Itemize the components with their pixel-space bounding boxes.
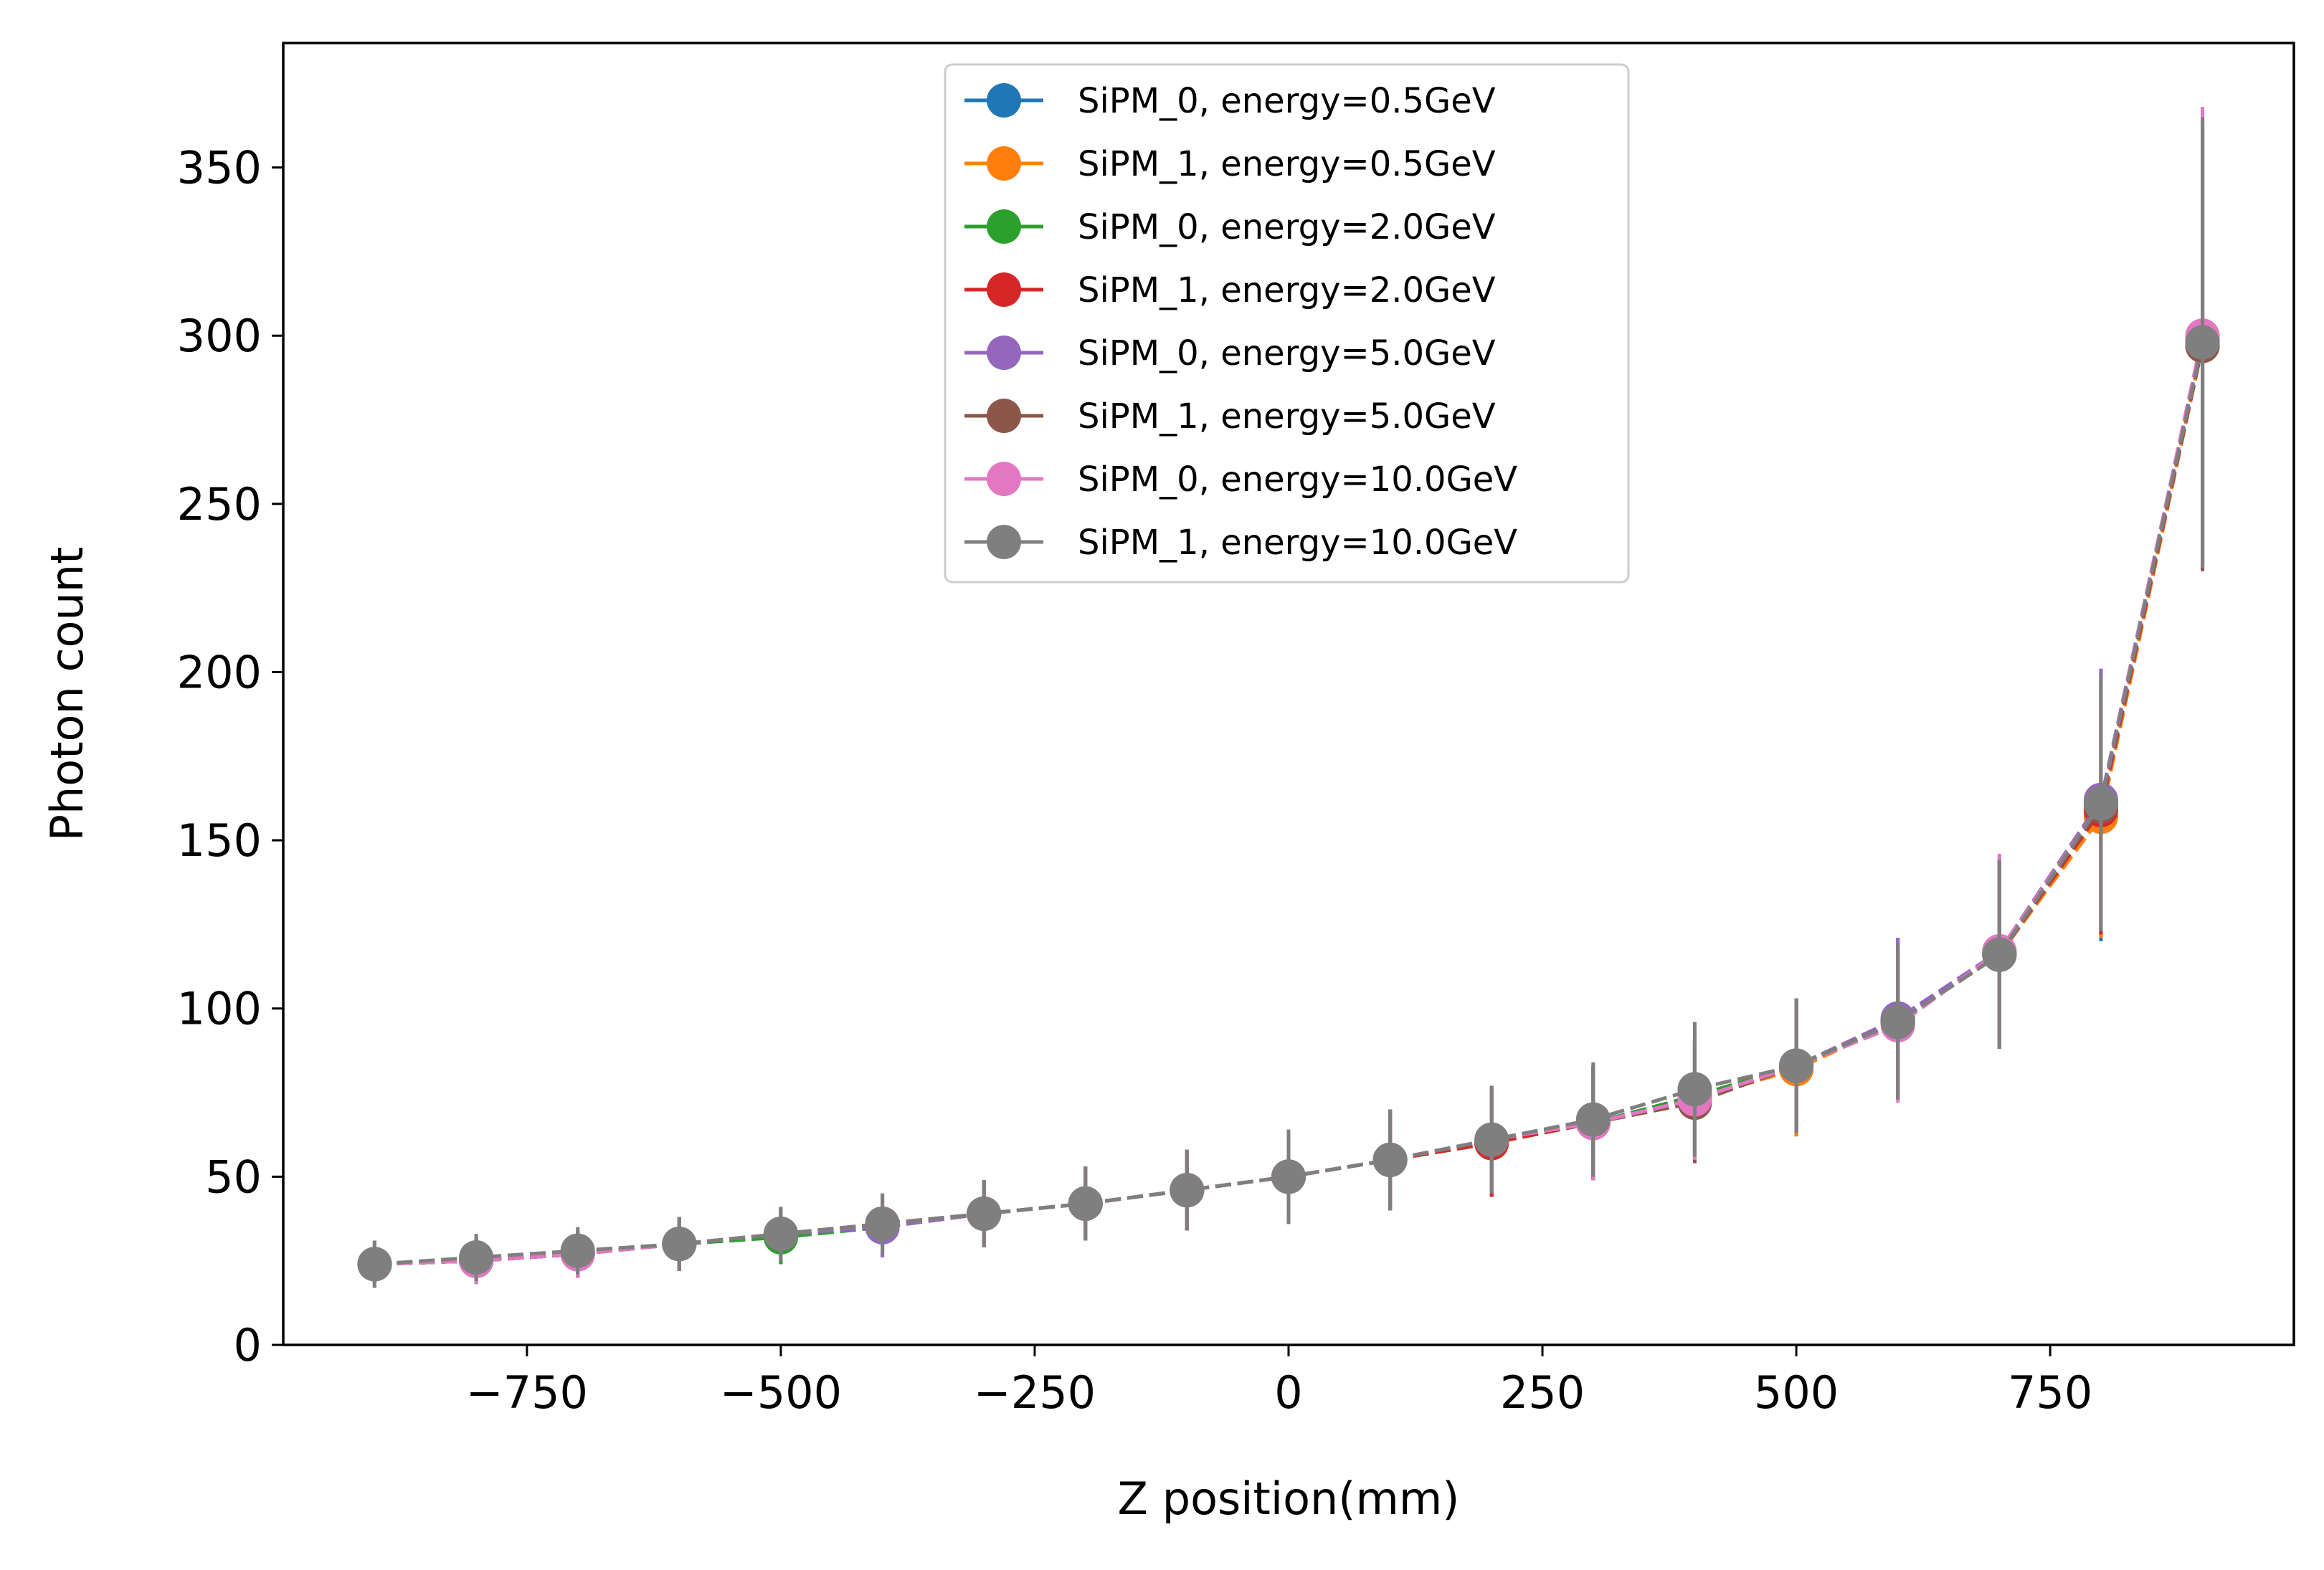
plot-area xyxy=(357,107,2220,1288)
data-point xyxy=(865,1207,900,1242)
legend-box xyxy=(944,63,1630,584)
data-point xyxy=(1982,937,2017,972)
data-point xyxy=(967,1196,1002,1231)
data-point xyxy=(1372,1142,1408,1177)
legend-marker xyxy=(987,146,1021,181)
data-point xyxy=(1170,1173,1205,1208)
legend-item: SiPM_0, energy=10.0GeV xyxy=(964,460,1517,500)
legend: SiPM_0, energy=0.5GeV SiPM_1, energy=0.5G… xyxy=(944,63,1630,584)
x-tick-label: −250 xyxy=(974,1366,1096,1419)
legend-label: SiPM_1, energy=5.0GeV xyxy=(1078,396,1496,437)
y-tick-label: 0 xyxy=(234,1319,262,1371)
data-point xyxy=(662,1227,697,1262)
data-point xyxy=(763,1217,798,1252)
x-tick-label: 750 xyxy=(2008,1366,2092,1419)
legend-item: SiPM_0, energy=5.0GeV xyxy=(964,333,1496,374)
legend-label: SiPM_1, energy=10.0GeV xyxy=(1078,523,1517,563)
y-axis: 0 50 100 150 200 250 300 350 xyxy=(177,142,283,1371)
y-tick-label: 350 xyxy=(177,142,262,194)
legend-item: SiPM_1, energy=2.0GeV xyxy=(964,270,1496,310)
data-point xyxy=(459,1240,494,1275)
data-point xyxy=(1575,1102,1611,1137)
legend-marker xyxy=(987,83,1021,118)
data-point xyxy=(1677,1072,1712,1107)
legend-label: SiPM_1, energy=2.0GeV xyxy=(1078,270,1496,310)
legend-label: SiPM_0, energy=5.0GeV xyxy=(1078,333,1496,374)
x-tick-label: 250 xyxy=(1500,1366,1585,1419)
legend-marker xyxy=(987,399,1021,433)
data-point xyxy=(2083,786,2118,821)
x-axis: −750 −500 −250 0 250 500 750 xyxy=(466,1345,2092,1419)
data-point xyxy=(357,1247,392,1282)
legend-label: SiPM_0, energy=2.0GeV xyxy=(1078,207,1496,247)
legend-item: SiPM_1, energy=10.0GeV xyxy=(964,523,1517,563)
legend-marker xyxy=(987,272,1021,307)
legend-label: SiPM_0, energy=10.0GeV xyxy=(1078,460,1517,500)
legend-marker xyxy=(987,336,1021,370)
data-point xyxy=(2185,325,2220,360)
y-tick-label: 50 xyxy=(205,1151,262,1203)
x-tick-label: −500 xyxy=(720,1366,842,1419)
x-tick-label: 0 xyxy=(1274,1366,1302,1419)
legend-label: SiPM_0, energy=0.5GeV xyxy=(1078,81,1496,121)
data-point xyxy=(1779,1048,1814,1083)
data-point xyxy=(560,1233,595,1268)
legend-item: SiPM_1, energy=0.5GeV xyxy=(964,144,1496,184)
data-point xyxy=(1880,1004,1915,1039)
y-tick-label: 150 xyxy=(177,814,262,867)
legend-item: SiPM_0, energy=0.5GeV xyxy=(964,81,1496,121)
data-point xyxy=(1271,1159,1306,1194)
legend-label: SiPM_1, energy=0.5GeV xyxy=(1078,144,1496,184)
legend-item: SiPM_1, energy=5.0GeV xyxy=(964,396,1496,437)
legend-marker xyxy=(987,209,1021,244)
data-point xyxy=(1474,1122,1509,1157)
y-tick-label: 300 xyxy=(177,310,262,362)
y-tick-label: 250 xyxy=(177,478,262,531)
series-7 xyxy=(357,117,2220,1288)
x-tick-label: 500 xyxy=(1754,1366,1839,1419)
y-tick-label: 200 xyxy=(177,646,262,698)
y-axis-label: Photon count xyxy=(41,547,93,842)
legend-item: SiPM_0, energy=2.0GeV xyxy=(964,207,1496,247)
data-point xyxy=(1068,1186,1103,1221)
legend-marker xyxy=(987,525,1021,559)
x-tick-label: −750 xyxy=(466,1366,588,1419)
x-axis-label: Z position(mm) xyxy=(1118,1473,1460,1525)
y-tick-label: 100 xyxy=(177,983,262,1035)
legend-marker xyxy=(987,462,1021,496)
